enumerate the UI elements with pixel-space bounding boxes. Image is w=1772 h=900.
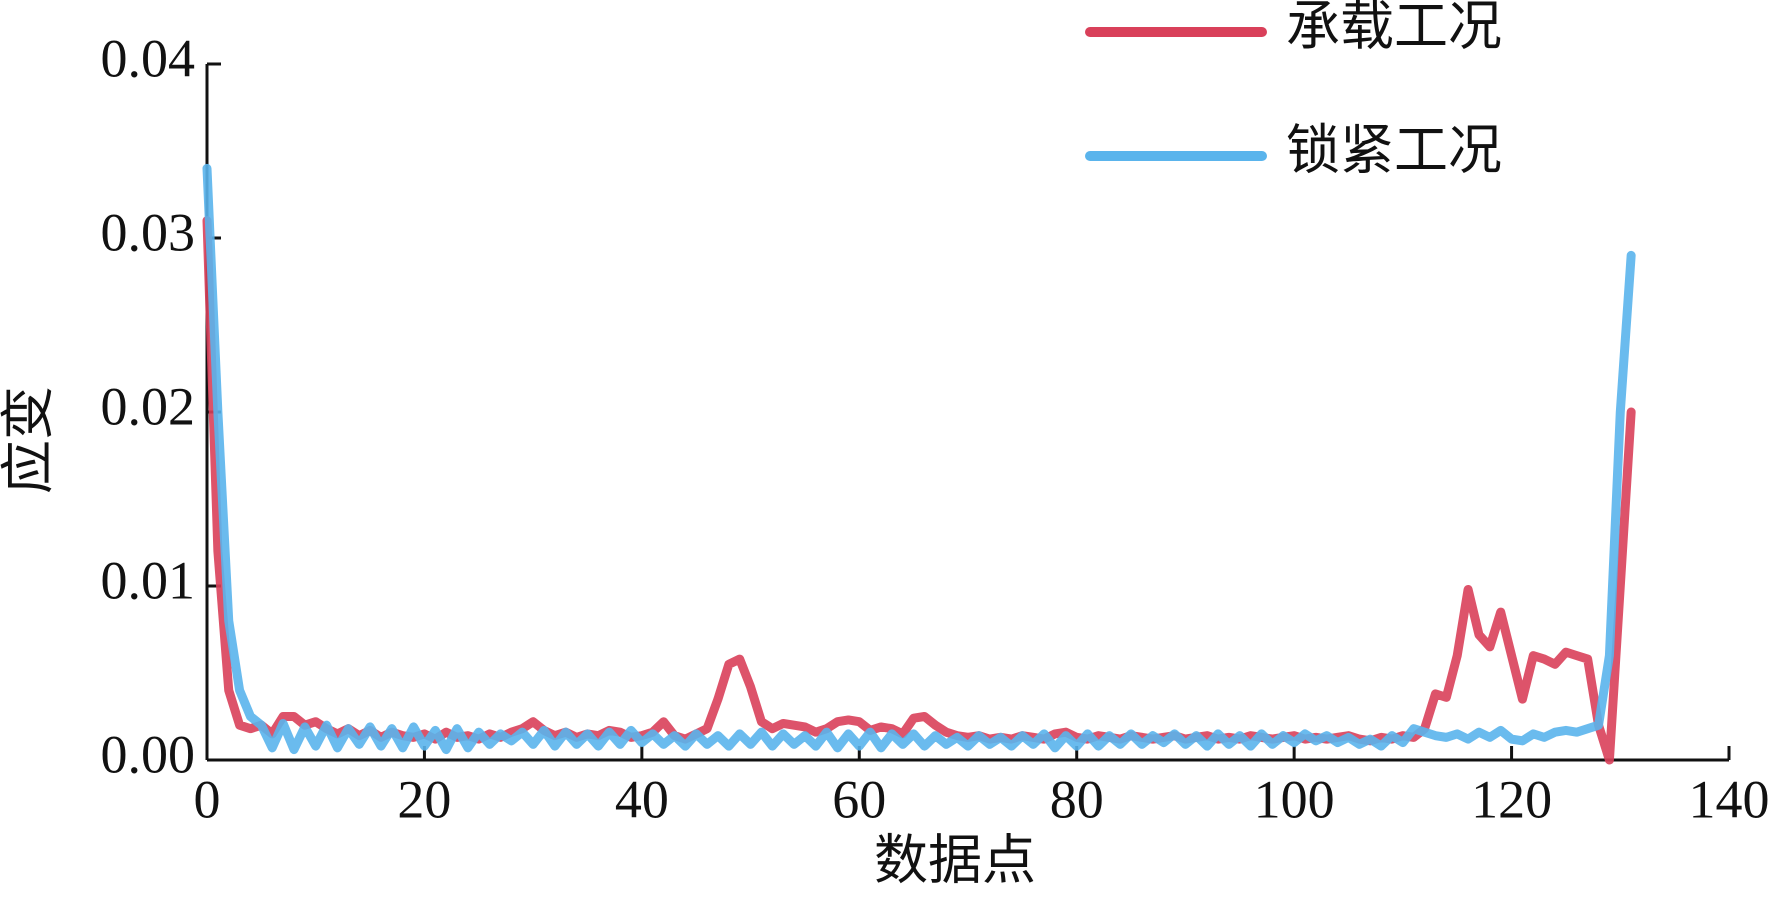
y-tick-label: 0.00 (101, 724, 196, 784)
x-axis-label: 数据点 (874, 830, 1036, 890)
y-tick-label: 0.04 (101, 28, 196, 88)
x-tick-label: 80 (1050, 769, 1104, 829)
x-tick-label: 40 (615, 769, 669, 829)
legend-label: 锁紧工况 (1286, 120, 1502, 180)
line-series (202, 216, 1636, 765)
y-tick-label: 0.02 (101, 376, 196, 436)
x-tick-label: 20 (397, 769, 451, 829)
x-tick-label: 140 (1689, 769, 1770, 829)
y-tick-label: 0.01 (101, 550, 196, 610)
x-tick-label: 60 (832, 769, 886, 829)
x-tick-label: 120 (1471, 769, 1552, 829)
y-axis-label: 应变 (0, 386, 58, 494)
x-tick-label: 0 (194, 769, 221, 829)
y-tick-label: 0.03 (101, 202, 196, 262)
line-series (202, 163, 1636, 755)
legend-label: 承载工况 (1286, 0, 1502, 56)
x-tick-label: 100 (1254, 769, 1335, 829)
